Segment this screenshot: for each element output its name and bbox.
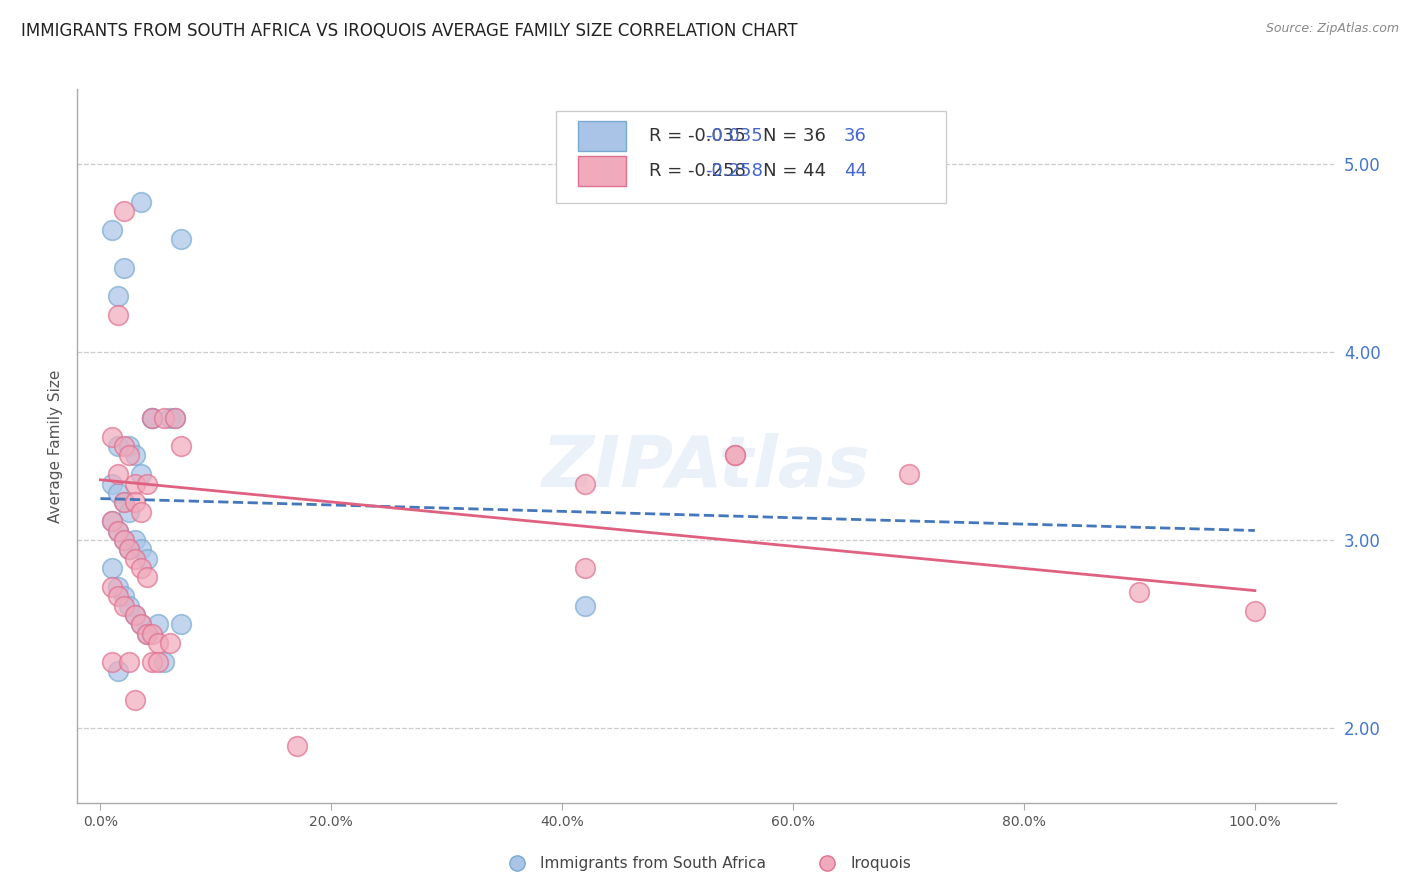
Point (153, 655, 176, 669)
Point (107, 589, 129, 603)
Point (129, 617, 152, 632)
Point (107, 308, 129, 322)
Point (897, 467, 920, 482)
Point (141, 655, 163, 669)
Point (101, 223, 124, 237)
Point (118, 599, 141, 613)
Point (118, 505, 141, 519)
Point (101, 561, 124, 575)
Y-axis label: Average Family Size: Average Family Size (48, 369, 63, 523)
Point (1128, 585, 1150, 599)
Text: -0.035: -0.035 (706, 127, 763, 145)
Point (724, 449, 747, 463)
Point (141, 410, 163, 425)
Point (129, 617, 152, 632)
Point (112, 533, 135, 547)
Point (159, 410, 181, 425)
Point (107, 524, 129, 538)
Point (118, 542, 141, 557)
Point (107, 665, 129, 679)
Point (146, 655, 169, 669)
Point (129, 467, 152, 482)
Point (112, 589, 135, 603)
Point (107, 289, 129, 303)
FancyBboxPatch shape (578, 120, 626, 151)
Point (135, 476, 157, 491)
Text: IMMIGRANTS FROM SOUTH AFRICA VS IROQUOIS AVERAGE FAMILY SIZE CORRELATION CHART: IMMIGRANTS FROM SOUTH AFRICA VS IROQUOIS… (21, 22, 797, 40)
Point (107, 486, 129, 500)
Point (141, 627, 163, 641)
FancyBboxPatch shape (555, 111, 946, 203)
Point (118, 449, 141, 463)
Point (1244, 604, 1267, 618)
Point (118, 542, 141, 557)
Point (101, 476, 124, 491)
Point (118, 655, 141, 669)
Point (285, 739, 308, 754)
Point (165, 410, 187, 425)
Point (124, 607, 146, 622)
Point (153, 410, 176, 425)
Point (112, 533, 135, 547)
Point (574, 476, 596, 491)
Point (107, 467, 129, 482)
Point (124, 533, 146, 547)
Point (574, 561, 596, 575)
Point (170, 232, 193, 246)
Point (112, 495, 135, 509)
Point (135, 570, 157, 584)
Point (124, 551, 146, 566)
Point (170, 617, 193, 632)
Point (129, 542, 152, 557)
Point (146, 636, 169, 650)
Point (112, 439, 135, 453)
Point (124, 692, 146, 706)
Text: R = -0.035   N = 36: R = -0.035 N = 36 (648, 127, 825, 145)
Point (107, 524, 129, 538)
Point (118, 439, 141, 453)
Point (124, 449, 146, 463)
Point (141, 410, 163, 425)
Point (112, 599, 135, 613)
Point (170, 439, 193, 453)
Point (124, 495, 146, 509)
FancyBboxPatch shape (578, 156, 626, 186)
Point (146, 617, 169, 632)
Point (101, 655, 124, 669)
Point (159, 636, 181, 650)
Point (165, 410, 187, 425)
Point (112, 204, 135, 219)
Point (101, 514, 124, 528)
Point (101, 429, 124, 443)
Point (101, 580, 124, 594)
Point (129, 561, 152, 575)
Point (112, 495, 135, 509)
Point (135, 627, 157, 641)
Point (124, 476, 146, 491)
Point (724, 449, 747, 463)
Point (107, 580, 129, 594)
Point (141, 410, 163, 425)
Point (129, 505, 152, 519)
Text: 44: 44 (844, 162, 866, 180)
Legend: Immigrants from South Africa, Iroquois: Immigrants from South Africa, Iroquois (496, 850, 917, 877)
Text: R = -0.258   N = 44: R = -0.258 N = 44 (648, 162, 825, 180)
Point (135, 627, 157, 641)
Text: Source: ZipAtlas.com: Source: ZipAtlas.com (1265, 22, 1399, 36)
Point (101, 514, 124, 528)
Point (135, 551, 157, 566)
Text: -0.258: -0.258 (706, 162, 763, 180)
Point (574, 599, 596, 613)
Point (107, 439, 129, 453)
Text: ZIPAtlas: ZIPAtlas (543, 433, 870, 502)
Point (124, 607, 146, 622)
Point (129, 194, 152, 209)
Text: 36: 36 (844, 127, 866, 145)
Point (112, 260, 135, 275)
